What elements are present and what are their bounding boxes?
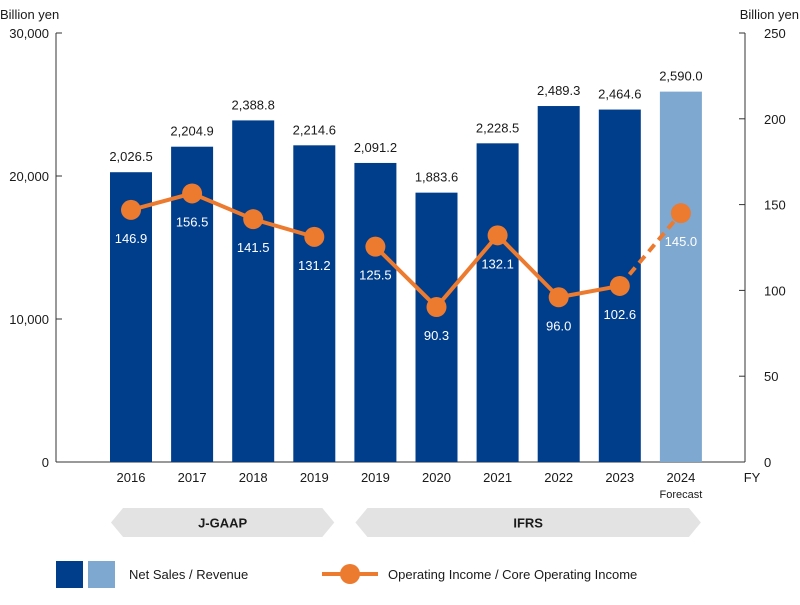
bar-value-label: 1,883.6	[415, 170, 458, 185]
line-value-label: 96.0	[546, 318, 571, 333]
period-banner-label: J-GAAP	[198, 516, 247, 531]
line-point	[365, 236, 386, 257]
right-axis-tick-label: 50	[764, 369, 778, 384]
legend-swatch-net-sales	[56, 561, 83, 588]
x-axis-tick-label: 2018	[239, 470, 268, 485]
bar-value-label: 2,214.6	[293, 122, 336, 137]
x-axis-tick-label: 2016	[117, 470, 146, 485]
left-axis-tick-label: 0	[42, 455, 49, 470]
line-point	[182, 183, 203, 204]
left-axis-tick-label: 30,000	[9, 26, 49, 41]
right-axis-tick-label: 250	[764, 26, 786, 41]
right-axis-tick-label: 150	[764, 198, 786, 213]
x-axis-tick-label: 2019	[300, 470, 329, 485]
x-axis-tick-sublabel: Forecast	[660, 489, 703, 501]
bar-value-label: 2,091.2	[354, 140, 397, 155]
x-axis-tick-label: 2024	[666, 470, 695, 485]
left-axis-tick-label: 20,000	[9, 169, 49, 184]
bar	[415, 192, 458, 462]
line-value-label: 125.5	[359, 268, 392, 283]
left-axis-tick-label: 10,000	[9, 312, 49, 327]
line-point	[304, 226, 325, 247]
bar	[476, 143, 519, 462]
line-point	[548, 287, 569, 308]
legend-label-operating-income: Operating Income / Core Operating Income	[388, 567, 637, 582]
bar	[354, 162, 397, 462]
line-point	[487, 225, 508, 246]
bar-value-label: 2,464.6	[598, 87, 641, 102]
bar	[110, 172, 152, 462]
period-banner-label: IFRS	[513, 516, 543, 531]
right-axis-tick-label: 200	[764, 112, 786, 127]
legend-marker-operating-income	[340, 564, 360, 584]
line-point	[121, 199, 141, 220]
x-axis-tick-label: 2023	[605, 470, 634, 485]
bar	[659, 91, 702, 462]
line-point	[609, 275, 630, 296]
line-point	[426, 297, 447, 318]
x-axis-tick-label: 2021	[483, 470, 512, 485]
line-segment	[130, 191, 315, 239]
bar-value-label: 2,026.5	[109, 149, 152, 164]
x-axis-tick-label: 2022	[544, 470, 573, 485]
line-value-label: 131.2	[298, 258, 331, 273]
bar-value-label: 2,590.0	[659, 69, 702, 84]
line-value-label: 156.5	[176, 214, 209, 229]
bar-value-label: 2,204.9	[170, 124, 213, 139]
legend-swatch-net-sales-forecast	[88, 561, 115, 588]
x-axis-tick-label: 2019	[361, 470, 390, 485]
bar-value-label: 2,388.8	[232, 97, 275, 112]
bar-value-label: 2,489.3	[537, 83, 580, 98]
line-point	[670, 203, 691, 224]
right-axis-tick-label: 100	[764, 283, 786, 298]
line-value-label: 146.9	[115, 231, 148, 246]
x-axis-unit-label: FY	[744, 470, 761, 485]
period-banner	[111, 508, 335, 537]
bar	[293, 145, 336, 462]
forecast-dashed-line	[618, 211, 683, 288]
legend-label-net-sales: Net Sales / Revenue	[129, 567, 248, 582]
line-value-label: 145.0	[665, 234, 698, 249]
x-axis-tick-label: 2017	[178, 470, 207, 485]
line-value-label: 132.1	[481, 256, 514, 271]
line-value-label: 141.5	[237, 240, 270, 255]
right-axis-tick-label: 0	[764, 455, 771, 470]
period-banner	[355, 508, 701, 537]
x-axis-tick-label: 2020	[422, 470, 451, 485]
line-point	[243, 209, 264, 230]
left-axis-unit-label: Billion yen	[0, 7, 59, 22]
right-axis-unit-label: Billion yen	[740, 7, 799, 22]
line-value-label: 102.6	[604, 307, 637, 322]
line-value-label: 90.3	[424, 328, 449, 343]
bar	[232, 120, 275, 462]
bar-value-label: 2,228.5	[476, 120, 519, 135]
